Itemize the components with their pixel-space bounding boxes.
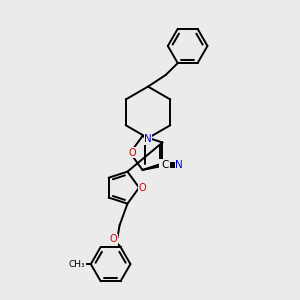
Text: N: N (160, 159, 167, 170)
Text: O: O (110, 234, 117, 244)
Text: CH₃: CH₃ (69, 260, 85, 268)
Text: O: O (138, 183, 146, 193)
Text: N: N (144, 134, 152, 144)
Text: N: N (175, 160, 183, 170)
Text: O: O (128, 148, 136, 158)
Text: C: C (162, 160, 169, 170)
